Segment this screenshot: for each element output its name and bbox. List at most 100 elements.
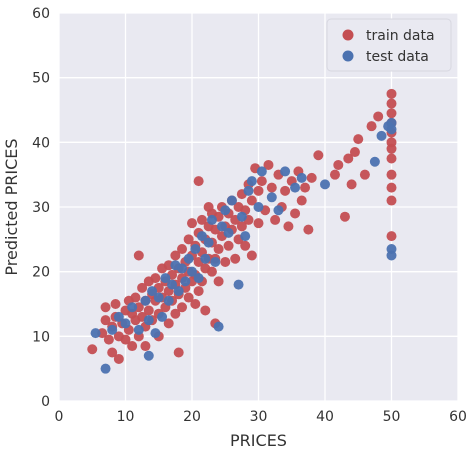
x-tick-label: 10 (117, 409, 135, 425)
x-axis-label: PRICES (230, 431, 287, 450)
y-tick-labels: 0 10 20 30 40 50 60 (32, 6, 50, 410)
data-point (133, 324, 144, 335)
data-point (150, 328, 161, 339)
data-point (100, 363, 111, 374)
data-point (177, 302, 188, 313)
series-test-data (90, 117, 397, 374)
data-point (220, 205, 231, 216)
data-point (140, 295, 151, 306)
data-point (236, 221, 247, 232)
data-point (366, 121, 377, 132)
data-point (243, 185, 254, 196)
data-point (283, 221, 294, 232)
data-point (127, 302, 138, 313)
data-point (200, 253, 211, 264)
data-point (280, 185, 291, 196)
data-point (353, 134, 364, 145)
data-point (183, 292, 194, 303)
data-point (120, 334, 131, 345)
y-tick-label: 30 (32, 200, 50, 216)
data-point (290, 208, 301, 219)
data-point (386, 153, 397, 164)
data-point (386, 169, 397, 180)
x-tick-label: 30 (250, 409, 268, 425)
legend-label: test data (366, 49, 429, 65)
data-point (190, 299, 201, 309)
data-point (280, 166, 291, 177)
x-tick-label: 40 (316, 409, 334, 425)
data-point (343, 153, 354, 164)
y-tick-label: 40 (32, 135, 50, 151)
x-tick-label: 60 (449, 409, 467, 425)
data-point (386, 195, 397, 206)
data-point (253, 202, 264, 212)
data-point (153, 292, 164, 303)
data-points (87, 88, 397, 374)
data-point (143, 315, 154, 326)
data-point (240, 240, 251, 251)
data-point (339, 211, 350, 222)
data-point (266, 182, 277, 193)
data-point (386, 250, 397, 261)
data-point (173, 347, 184, 358)
data-point (256, 166, 267, 177)
data-point (270, 214, 281, 225)
data-point (306, 172, 317, 183)
data-point (113, 353, 124, 364)
data-point (196, 214, 207, 225)
data-point (236, 211, 247, 222)
data-point (220, 256, 231, 267)
data-point (190, 244, 201, 255)
data-point (246, 176, 257, 187)
data-point (113, 311, 124, 322)
data-point (203, 237, 214, 248)
data-point (290, 182, 301, 193)
data-point (213, 276, 224, 287)
data-point (313, 150, 324, 161)
data-point (200, 305, 211, 316)
data-point (177, 244, 188, 255)
data-point (183, 234, 194, 245)
data-point (386, 182, 397, 193)
data-point (369, 156, 380, 167)
data-point (223, 240, 234, 251)
data-point (143, 350, 154, 361)
data-point (216, 221, 227, 232)
legend: train data test data (326, 18, 452, 72)
x-tick-label: 50 (383, 409, 401, 425)
data-point (187, 266, 197, 277)
data-point (373, 111, 384, 122)
data-point (183, 253, 194, 264)
data-point (143, 305, 154, 316)
legend-marker (342, 29, 354, 41)
data-point (167, 279, 178, 290)
data-point (120, 318, 131, 329)
data-point (163, 318, 174, 329)
data-point (213, 321, 224, 332)
data-point (303, 224, 314, 235)
y-tick-label: 0 (41, 394, 50, 410)
data-point (100, 315, 111, 326)
data-point (240, 231, 251, 242)
data-point (213, 244, 224, 255)
data-point (180, 276, 191, 287)
data-point (223, 227, 234, 238)
data-point (157, 311, 168, 322)
data-point (193, 176, 204, 187)
data-point (90, 328, 101, 339)
data-point (140, 341, 151, 352)
data-point (163, 295, 174, 306)
data-point (170, 308, 181, 319)
legend-marker (342, 50, 354, 62)
data-point (103, 334, 114, 345)
data-point (296, 195, 307, 206)
data-point (386, 108, 397, 119)
data-point (263, 159, 274, 170)
data-point (87, 344, 98, 355)
data-point (127, 341, 138, 352)
data-point (206, 266, 217, 277)
data-point (196, 231, 207, 242)
data-point (246, 195, 257, 206)
data-point (333, 159, 344, 170)
